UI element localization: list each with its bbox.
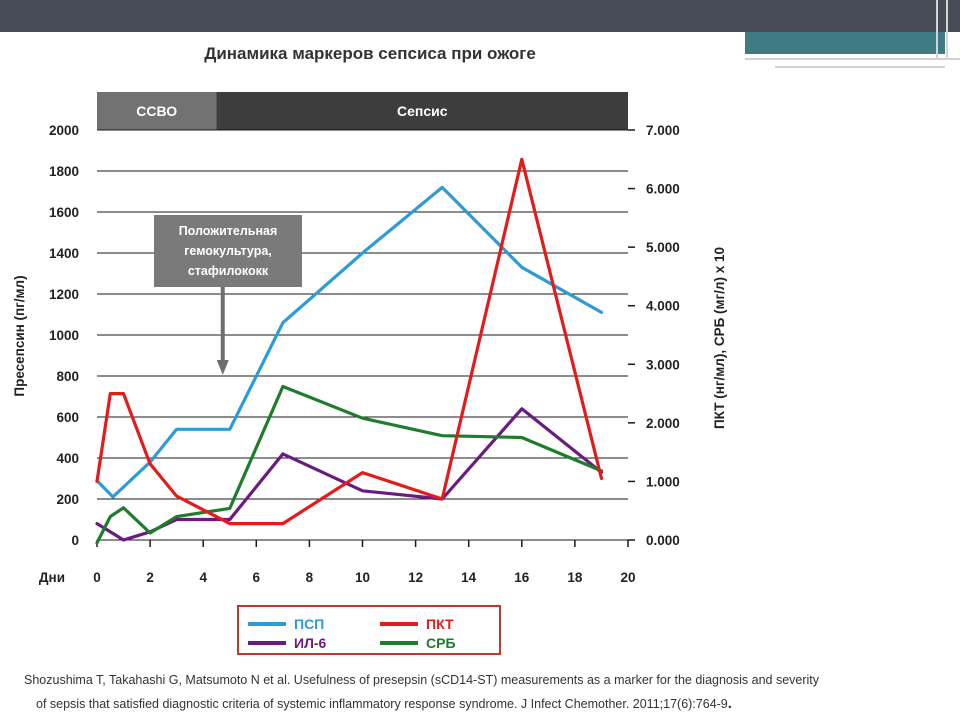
annotation-text: Положительная bbox=[179, 224, 278, 238]
x-tick-label: 6 bbox=[253, 570, 261, 585]
citation-end: . bbox=[727, 695, 732, 712]
y-left-tick-label: 0 bbox=[71, 533, 79, 548]
series-line bbox=[95, 384, 604, 545]
annotation-text: гемокультура, bbox=[184, 244, 272, 258]
legend-label: СРБ bbox=[426, 635, 456, 651]
citation-line-2: of sepsis that satisfied diagnostic crit… bbox=[24, 692, 944, 716]
y-right-tick-label: 0.000 bbox=[646, 533, 680, 548]
y-right-axis-label: ПКТ (нг/мл), СРБ (мг/л) x 10 bbox=[712, 247, 727, 429]
y-right-tick-label: 7.000 bbox=[646, 123, 680, 138]
series-line bbox=[95, 407, 604, 542]
phase-label: Сепсис bbox=[397, 103, 448, 119]
x-tick-label: 14 bbox=[461, 570, 477, 585]
series-line bbox=[95, 157, 604, 526]
decor-teal-block bbox=[745, 32, 945, 54]
y-right-tick-label: 6.000 bbox=[646, 182, 680, 197]
y-left-tick-label: 600 bbox=[56, 410, 79, 425]
y-left-tick-label: 400 bbox=[56, 451, 79, 466]
y-right-tick-label: 2.000 bbox=[646, 416, 680, 431]
citation: Shozushima T, Takahashi G, Matsumoto N e… bbox=[24, 669, 944, 716]
legend-label: ПСП bbox=[294, 616, 324, 632]
decor-line bbox=[775, 66, 945, 68]
annotation-arrow-head bbox=[216, 360, 229, 375]
x-tick-label: 18 bbox=[567, 570, 583, 585]
legend-box bbox=[237, 605, 501, 655]
citation-line-1: Shozushima T, Takahashi G, Matsumoto N e… bbox=[24, 673, 820, 687]
legend-label: ИЛ-6 bbox=[294, 635, 327, 651]
annotation-box bbox=[154, 215, 302, 287]
y-left-tick-label: 1400 bbox=[49, 246, 79, 261]
y-left-tick-label: 1000 bbox=[49, 328, 79, 343]
decor-vertical-line bbox=[936, 0, 938, 60]
y-right-tick-label: 1.000 bbox=[646, 474, 680, 489]
phase-band bbox=[97, 92, 217, 130]
x-tick-label: 0 bbox=[93, 570, 101, 585]
x-axis-label: Дни bbox=[39, 570, 65, 585]
y-left-tick-label: 200 bbox=[56, 492, 79, 507]
y-right-tick-label: 3.000 bbox=[646, 357, 680, 372]
x-tick-label: 8 bbox=[306, 570, 314, 585]
x-tick-label: 4 bbox=[199, 570, 207, 585]
y-left-tick-label: 1600 bbox=[49, 205, 79, 220]
x-tick-label: 20 bbox=[620, 570, 635, 585]
y-left-tick-label: 800 bbox=[56, 369, 79, 384]
y-left-tick-label: 1200 bbox=[49, 287, 79, 302]
x-tick-label: 12 bbox=[408, 570, 423, 585]
phase-label: ССВО bbox=[136, 103, 177, 119]
series-line bbox=[95, 185, 604, 499]
phase-band bbox=[216, 92, 628, 130]
x-tick-label: 16 bbox=[514, 570, 530, 585]
y-left-tick-label: 2000 bbox=[49, 123, 79, 138]
chart-title: Динамика маркеров сепсиса при ожоге bbox=[204, 44, 536, 63]
citation-line-2-text: of sepsis that satisfied diagnostic crit… bbox=[36, 697, 728, 711]
y-left-tick-label: 1800 bbox=[49, 164, 79, 179]
legend-label: ПКТ bbox=[426, 616, 454, 632]
y-right-tick-label: 5.000 bbox=[646, 240, 680, 255]
slide-top-bar bbox=[0, 0, 960, 32]
x-tick-label: 10 bbox=[355, 570, 370, 585]
decor-line bbox=[745, 58, 960, 60]
x-tick-label: 2 bbox=[146, 570, 154, 585]
y-left-axis-label: Пресепсин (пг/мл) bbox=[12, 275, 27, 396]
decor-vertical-line bbox=[946, 0, 948, 60]
y-right-tick-label: 4.000 bbox=[646, 299, 680, 314]
annotation-text: стафилококк bbox=[188, 264, 269, 278]
